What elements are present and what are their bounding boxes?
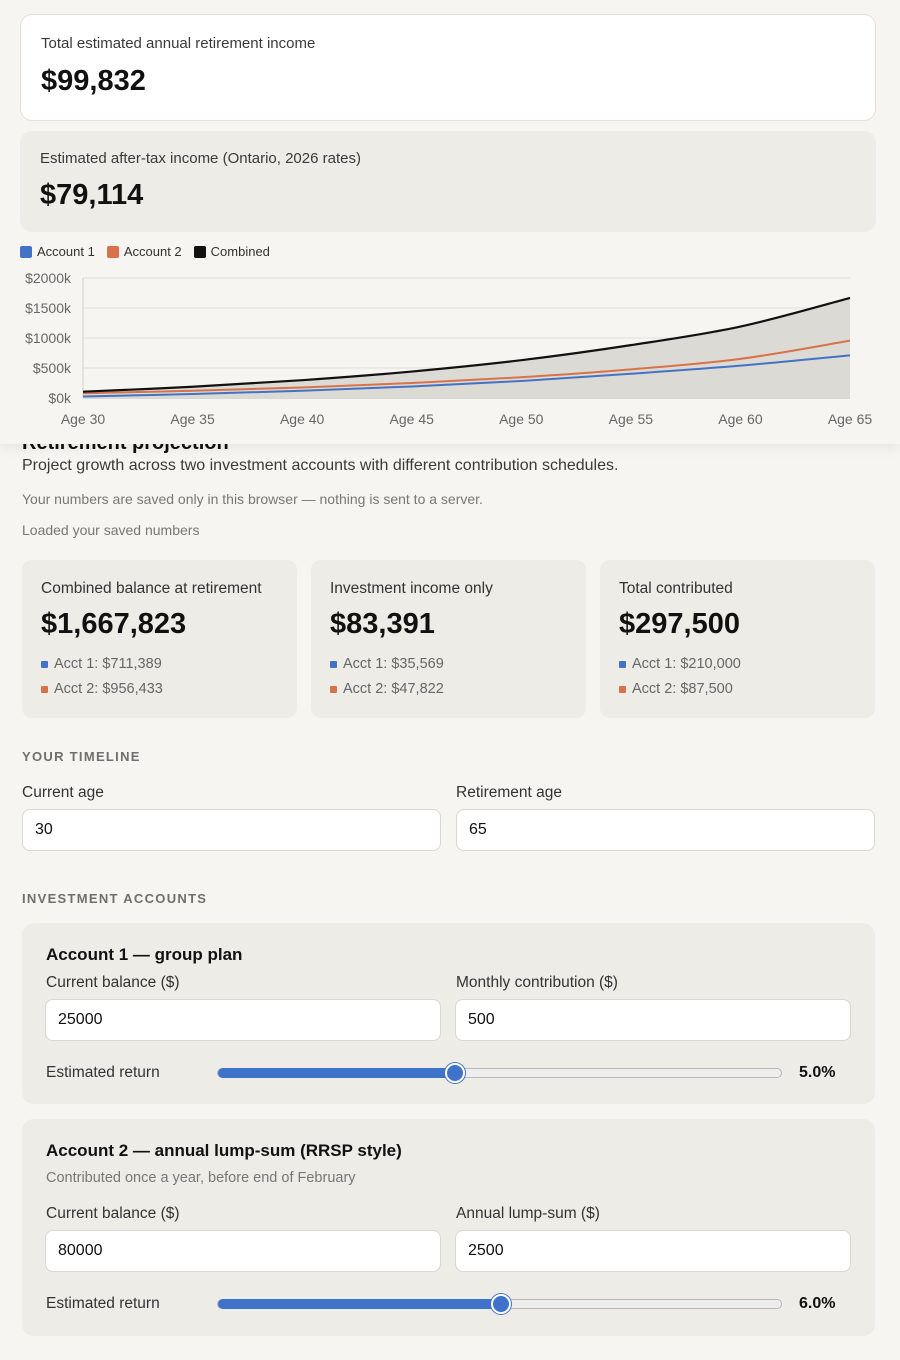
page-description: Project growth across two investment acc… xyxy=(22,457,619,474)
account1-swatch-icon xyxy=(20,245,32,258)
retirement-age-input[interactable] xyxy=(456,809,875,851)
x-tick-label: Age 50 xyxy=(499,411,544,427)
stat-acct2: Acct 2: $956,433 xyxy=(54,681,163,697)
x-tick-label: Age 60 xyxy=(718,411,763,427)
account-1-return-label: Estimated return xyxy=(46,1064,160,1081)
after-tax-income-label: Estimated after-tax income (Ontario, 202… xyxy=(40,150,361,167)
stat-acct2-row: Acct 2: $87,500 xyxy=(619,681,733,697)
stat-card-investment-income: Investment income only $83,391 Acct 1: $… xyxy=(311,560,586,718)
total-income-card: Total estimated annual retirement income… xyxy=(20,14,876,121)
account-1-card: Account 1 — group plan Current balance (… xyxy=(22,923,875,1104)
stat-label: Total contributed xyxy=(619,580,733,597)
account-2-return-label: Estimated return xyxy=(46,1295,160,1312)
stat-acct1: Acct 1: $35,569 xyxy=(343,656,444,672)
account-2-lumpsum-input[interactable] xyxy=(455,1230,851,1272)
total-income-label: Total estimated annual retirement income xyxy=(41,35,316,52)
stat-acct2: Acct 2: $87,500 xyxy=(632,681,733,697)
x-tick-label: Age 55 xyxy=(609,411,654,427)
account-2-balance-label: Current balance ($) xyxy=(46,1205,180,1222)
stat-acct1-row: Acct 1: $210,000 xyxy=(619,656,741,672)
account-1-slider-thumb[interactable] xyxy=(445,1063,466,1083)
account-2-card: Account 2 — annual lump-sum (RRSP style)… xyxy=(22,1119,875,1336)
y-tick-label: $1500k xyxy=(25,300,72,316)
series-line-account-2 xyxy=(82,339,851,395)
account2-dot-icon xyxy=(619,685,626,693)
account-2-lumpsum-label: Annual lump-sum ($) xyxy=(456,1205,600,1222)
legend-label: Combined xyxy=(210,244,270,259)
y-tick-label: $500k xyxy=(33,360,72,376)
y-tick-label: $0k xyxy=(48,390,72,406)
current-age-label: Current age xyxy=(22,784,104,801)
total-income-value: $99,832 xyxy=(41,65,146,97)
stat-acct1: Acct 1: $711,389 xyxy=(54,656,162,672)
y-tick-label: $2000k xyxy=(25,270,72,286)
after-tax-income-card: Estimated after-tax income (Ontario, 202… xyxy=(20,131,876,232)
account-1-contribution-input[interactable] xyxy=(455,999,851,1041)
account-1-balance-label: Current balance ($) xyxy=(46,974,180,991)
legend-label: Account 2 xyxy=(123,244,182,259)
stat-acct1-row: Acct 1: $35,569 xyxy=(330,656,444,672)
stat-label: Investment income only xyxy=(330,580,493,597)
account-2-title: Account 2 — annual lump-sum (RRSP style) xyxy=(46,1141,402,1160)
retirement-age-label: Retirement age xyxy=(456,784,562,801)
combined-swatch-icon xyxy=(193,245,206,258)
account-2-return-value: 6.0% xyxy=(799,1295,836,1312)
legend-label: Account 1 xyxy=(37,244,95,259)
series-line-combined xyxy=(82,296,851,393)
stat-acct2-row: Acct 2: $47,822 xyxy=(330,681,444,697)
stat-acct1-row: Acct 1: $711,389 xyxy=(41,656,162,672)
sticky-summary-header: Total estimated annual retirement income… xyxy=(0,0,900,444)
account1-dot-icon xyxy=(619,660,626,668)
stat-value: $83,391 xyxy=(330,608,435,640)
stat-card-combined-balance: Combined balance at retirement $1,667,82… xyxy=(22,560,297,718)
stat-acct1: Acct 1: $210,000 xyxy=(632,656,741,672)
legend-item-account-2[interactable]: Account 2 xyxy=(106,244,182,259)
stat-card-total-contributed: Total contributed $297,500 Acct 1: $210,… xyxy=(600,560,875,718)
series-line-account-1 xyxy=(82,354,851,398)
chart-legend: Account 1 Account 2 Combined xyxy=(20,244,270,259)
account-2-balance-input[interactable] xyxy=(45,1230,441,1272)
account-1-return-value: 5.0% xyxy=(799,1064,836,1081)
stat-label: Combined balance at retirement xyxy=(41,580,262,597)
accounts-section-title: INVESTMENT ACCOUNTS xyxy=(22,891,208,906)
account-2-slider-thumb[interactable] xyxy=(490,1294,511,1314)
account2-dot-icon xyxy=(41,685,48,693)
x-tick-label: Age 45 xyxy=(390,411,435,427)
stat-acct2: Acct 2: $47,822 xyxy=(343,681,444,697)
stat-value: $1,667,823 xyxy=(41,608,187,640)
x-tick-label: Age 65 xyxy=(828,411,873,427)
account-1-balance-input[interactable] xyxy=(45,999,441,1041)
account-1-return-slider[interactable] xyxy=(217,1063,782,1083)
x-tick-label: Age 35 xyxy=(170,411,215,427)
account1-dot-icon xyxy=(41,660,48,668)
account-1-slider-fill xyxy=(218,1068,456,1078)
growth-chart: $0k $500k $1000k $1500k $2000k Age 30 Age 35 Ag… xyxy=(25,270,873,427)
y-tick-label: $1000k xyxy=(25,330,72,346)
account2-swatch-icon xyxy=(106,245,119,258)
stat-acct2-row: Acct 2: $956,433 xyxy=(41,681,163,697)
x-tick-label: Age 40 xyxy=(280,411,325,427)
after-tax-income-value: $79,114 xyxy=(40,179,144,211)
account-1-contribution-label: Monthly contribution ($) xyxy=(456,974,618,991)
current-age-input[interactable] xyxy=(22,809,441,851)
account-2-subtitle: Contributed once a year, before end of F… xyxy=(46,1170,356,1186)
account-1-title: Account 1 — group plan xyxy=(46,945,243,964)
legend-item-account-1[interactable]: Account 1 xyxy=(20,244,95,259)
stat-value: $297,500 xyxy=(619,608,740,640)
x-tick-label: Age 30 xyxy=(61,411,106,427)
load-status-note: Loaded your saved numbers xyxy=(22,522,200,538)
account2-dot-icon xyxy=(330,685,337,693)
timeline-section-title: YOUR TIMELINE xyxy=(22,749,141,764)
account1-dot-icon xyxy=(330,660,337,668)
combined-area-fill xyxy=(83,297,850,398)
legend-item-combined[interactable]: Combined xyxy=(193,244,270,259)
account-2-return-slider[interactable] xyxy=(217,1294,782,1314)
account-2-slider-fill xyxy=(218,1299,501,1309)
privacy-note: Your numbers are saved only in this brow… xyxy=(22,491,483,507)
